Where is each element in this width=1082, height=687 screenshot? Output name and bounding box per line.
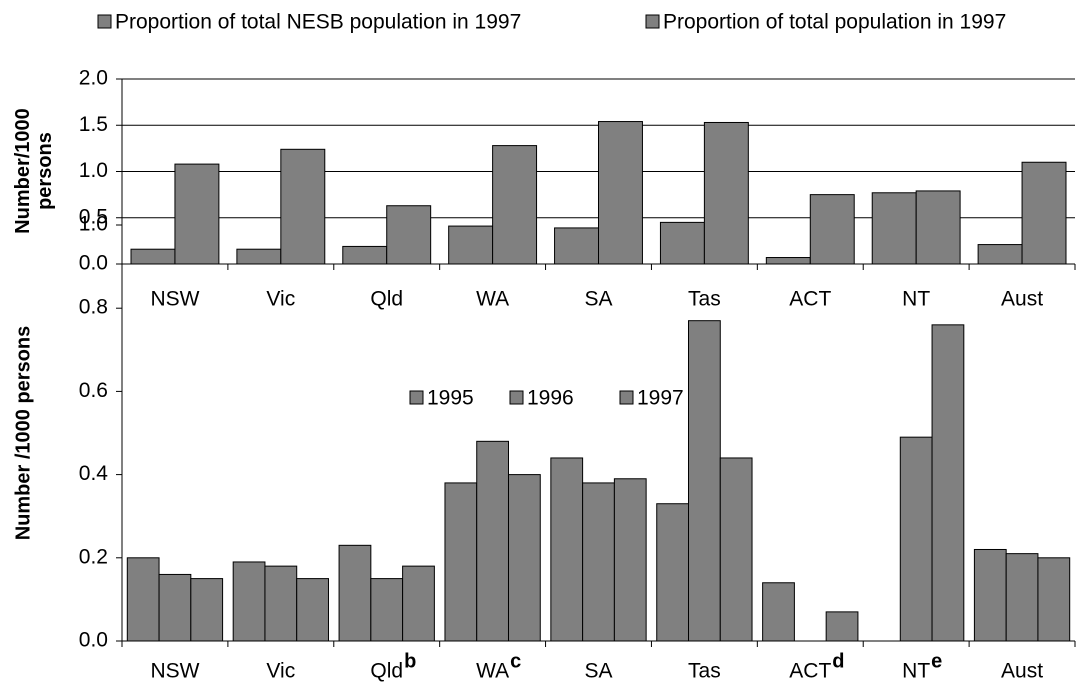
legend-label: 1997 (637, 387, 684, 410)
bar (825, 611, 859, 642)
legend-label: 1995 (427, 387, 474, 410)
x-tick-label: NSW (150, 288, 199, 311)
x-tick-label: WA (476, 288, 509, 311)
legend-label: 1996 (527, 387, 574, 410)
category-note: e (931, 650, 942, 672)
bar (973, 548, 1007, 642)
legend-label: Proportion of total NESB population in 1… (115, 11, 521, 34)
x-tick-label: Aust (1001, 660, 1043, 683)
bar (809, 194, 855, 265)
bar (550, 457, 584, 642)
x-tick-label: Vic (266, 660, 295, 683)
bar (264, 565, 298, 642)
y-tick-label: 1.5 (79, 113, 108, 136)
bar (1021, 161, 1067, 265)
bar (342, 245, 388, 265)
bar (613, 478, 647, 642)
bar (492, 145, 538, 265)
bar (370, 578, 404, 642)
bar (765, 257, 811, 265)
bar (899, 436, 933, 642)
bar (476, 440, 509, 642)
y-axis-label: Number/1000persons (12, 108, 56, 234)
y-axis-label-line: Number/1000 (12, 108, 34, 234)
bar (554, 227, 599, 265)
x-tick-label: ACT (789, 660, 831, 683)
bar (915, 190, 961, 265)
x-tick-label: Vic (266, 288, 295, 311)
bar (871, 192, 917, 265)
x-tick-label: NT (902, 288, 930, 311)
category-note: d (832, 650, 844, 672)
legend-label: Proportion of total population in 1997 (663, 11, 1006, 34)
bar (656, 503, 690, 642)
y-tick-label: 1.0 (79, 159, 108, 182)
x-tick-label: Qld (370, 288, 403, 311)
legend-swatch (509, 390, 524, 405)
y-axis-label-line: persons (34, 132, 56, 210)
y-tick-label: 0.5 (79, 205, 108, 228)
bar (126, 557, 160, 642)
bar (444, 482, 478, 642)
bar (190, 578, 224, 642)
bar (402, 565, 435, 642)
bar (280, 148, 326, 265)
legend-swatch (97, 14, 112, 29)
bar (232, 561, 266, 642)
x-tick-label: NSW (150, 660, 199, 683)
x-tick-label: WA (476, 660, 509, 683)
legend-swatch (645, 14, 660, 29)
y-axis-label: Number /1000 persons (12, 326, 34, 541)
bar (582, 482, 615, 642)
y-tick-label: 0.6 (79, 379, 108, 402)
category-note: b (404, 650, 416, 672)
bar (659, 221, 705, 265)
bar (130, 248, 176, 265)
bar (158, 573, 192, 642)
x-tick-label: Qld (370, 660, 403, 683)
y-tick-label: 2.0 (79, 67, 108, 90)
bar (236, 248, 282, 265)
category-note: c (510, 650, 521, 672)
legend-swatch (409, 390, 424, 405)
legend-swatch (619, 390, 634, 405)
y-tick-label: 1.0 (79, 213, 108, 236)
bar (386, 205, 432, 265)
bar (296, 578, 329, 642)
x-tick-label: Tas (688, 288, 721, 311)
bar (688, 320, 721, 642)
bar (598, 121, 643, 265)
bar (448, 225, 494, 265)
x-tick-label: Aust (1001, 288, 1043, 311)
y-tick-label: 0.2 (79, 545, 108, 568)
bar (762, 582, 795, 642)
bar (174, 163, 220, 265)
bar (1005, 553, 1039, 642)
x-tick-label: SA (584, 288, 612, 311)
bar (719, 457, 753, 642)
y-tick-label: 0.0 (79, 629, 108, 652)
y-tick-label: 0.0 (79, 252, 108, 275)
x-tick-label: ACT (789, 288, 831, 311)
x-tick-label: NT (902, 660, 930, 683)
x-tick-label: SA (584, 660, 612, 683)
bar (338, 544, 372, 642)
x-tick-label: Tas (688, 660, 721, 683)
bar (1037, 557, 1071, 642)
bar (977, 244, 1023, 265)
bar (703, 121, 749, 265)
y-tick-label: 0.4 (79, 462, 109, 485)
bar (507, 474, 541, 642)
bar (931, 324, 965, 642)
y-tick-label: 0.8 (79, 296, 108, 319)
